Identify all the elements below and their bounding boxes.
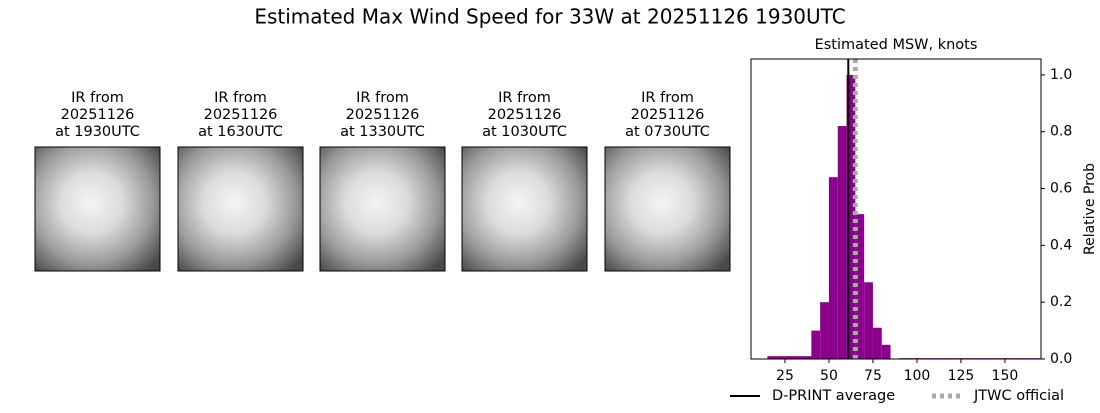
bar <box>864 282 873 359</box>
bar <box>802 356 812 359</box>
y-tick-label: 0.4 <box>1050 237 1072 253</box>
ir-image <box>177 146 304 272</box>
y-tick-label: 0.8 <box>1050 124 1072 140</box>
ir-image <box>604 146 731 272</box>
panel-title: 20251126 <box>204 107 278 123</box>
x-tick-label: 125 <box>948 368 975 384</box>
bar <box>828 177 838 359</box>
panel-title: 20251126 <box>61 107 135 123</box>
axes-frame <box>750 58 1042 360</box>
panel-title: 20251126 <box>488 107 562 123</box>
x-tick-label: 150 <box>992 368 1019 384</box>
y-tick-label: 1.0 <box>1050 67 1072 83</box>
x-tick-label: 50 <box>820 368 838 384</box>
panel-title: IR from <box>356 90 409 106</box>
y-tick-label: 0.6 <box>1050 181 1072 197</box>
bar <box>811 330 821 359</box>
bar <box>767 356 777 359</box>
panel-title: 20251126 <box>346 107 420 123</box>
panel-title: IR from <box>498 90 551 106</box>
x-tick-label: 100 <box>904 368 931 384</box>
panel-title: IR from <box>641 90 694 106</box>
ir-image <box>319 146 446 272</box>
legend-label: JTWC official <box>973 388 1064 404</box>
panel-title: at 0730UTC <box>625 124 710 140</box>
bar <box>837 126 847 359</box>
bar <box>784 356 794 359</box>
y-tick-label: 0.2 <box>1050 294 1072 310</box>
x-tick-label: 25 <box>776 368 794 384</box>
bar <box>776 356 785 359</box>
bar <box>881 344 891 359</box>
bar <box>872 327 882 359</box>
panel-title: at 1330UTC <box>340 124 425 140</box>
histogram: Estimated MSW, knots D-PRINT average JTWC … <box>730 37 1098 404</box>
panel-title: at 1630UTC <box>198 124 283 140</box>
bar <box>820 302 829 359</box>
bar <box>793 356 803 359</box>
bar <box>846 74 856 359</box>
ir-image <box>34 146 161 272</box>
legend-label: D-PRINT average <box>772 388 895 404</box>
figure-title: Estimated Max Wind Speed for 33W at 2025… <box>254 5 845 29</box>
panel-title: at 1930UTC <box>55 124 140 140</box>
panel-title: 20251126 <box>631 107 705 123</box>
ir-image <box>461 146 588 272</box>
panel-title: IR from <box>214 90 267 106</box>
x-tick-label: 75 <box>864 368 882 384</box>
bar <box>855 214 865 359</box>
y-tick-label: 0.0 <box>1050 351 1072 367</box>
panel-title: at 1030UTC <box>482 124 567 140</box>
y-axis-label: Relative Prob <box>1082 163 1098 255</box>
chart-title: Estimated MSW, knots <box>815 37 978 53</box>
panel-title: IR from <box>71 90 124 106</box>
